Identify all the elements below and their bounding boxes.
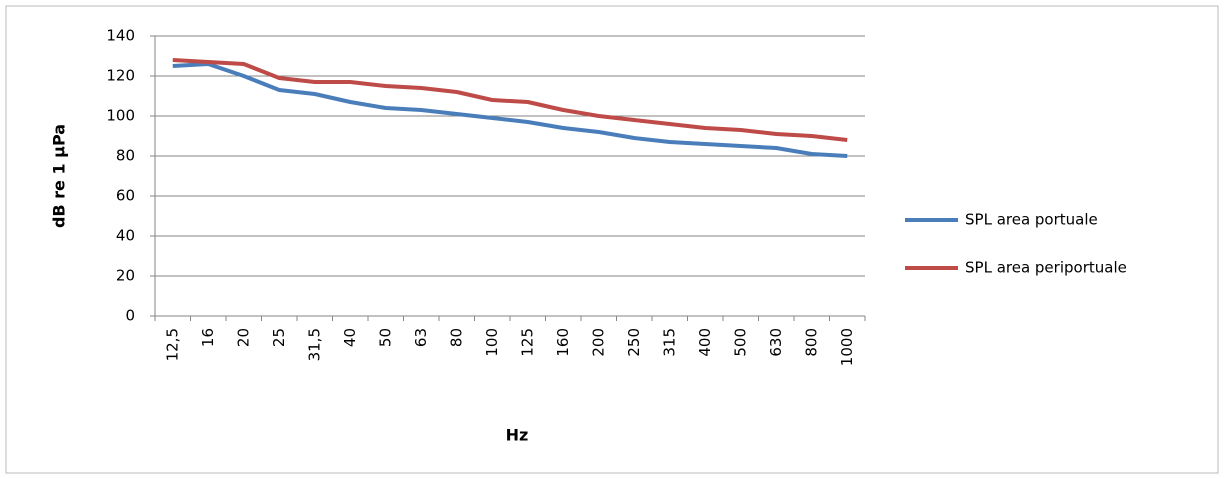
x-tick-label: 200	[589, 328, 607, 357]
x-tick-label: 16	[199, 328, 217, 347]
x-tick-label: 50	[376, 328, 394, 347]
chart-frame	[5, 5, 1219, 474]
x-tick-label: 160	[554, 328, 572, 357]
y-tick-label: 80	[116, 147, 135, 165]
y-tick-label: 0	[125, 307, 135, 325]
x-tick-label: 40	[341, 328, 359, 347]
x-tick-label: 100	[483, 328, 501, 357]
series-line	[172, 62, 848, 158]
x-tick-label: 31,5	[305, 328, 323, 361]
x-tick-label: 500	[731, 328, 749, 357]
legend-label: SPL area portuale	[965, 211, 1098, 229]
y-tick-label: 40	[116, 227, 135, 245]
y-tick-label: 140	[106, 27, 135, 45]
x-tick-label: 12,5	[163, 328, 181, 361]
x-tick-label: 20	[234, 328, 252, 347]
x-tick-label: 63	[412, 328, 430, 347]
x-tick-label: 800	[802, 328, 820, 357]
x-axis-title: Hz	[506, 426, 529, 445]
x-tick-label: 315	[660, 328, 678, 357]
y-tick-label: 60	[116, 187, 135, 205]
x-tick-label: 400	[696, 328, 714, 357]
y-tick-label: 20	[116, 267, 135, 285]
series-line	[172, 58, 848, 142]
legend-label: SPL area periportuale	[965, 259, 1127, 277]
x-tick-label: 80	[447, 328, 465, 347]
y-axis-title: dB re 1 µPa	[50, 124, 69, 228]
x-tick-label: 250	[625, 328, 643, 357]
y-tick-label: 100	[106, 107, 135, 125]
y-tick-label: 120	[106, 67, 135, 85]
x-tick-label: 25	[270, 328, 288, 347]
x-tick-label: 630	[767, 328, 785, 357]
x-tick-label: 1000	[838, 328, 856, 366]
x-tick-label: 125	[518, 328, 536, 357]
